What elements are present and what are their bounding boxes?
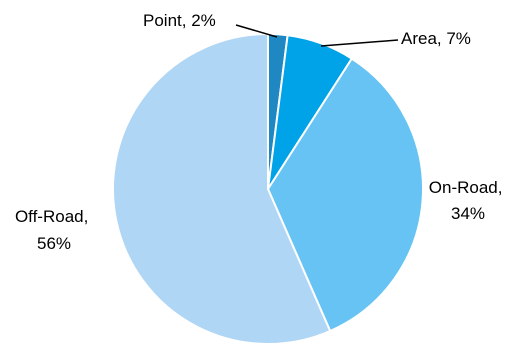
data-labels: Point, 2% Area, 7% On-Road, 34% Off-Road… [15, 11, 507, 253]
pie-slice-on-road [266, 57, 424, 333]
leader-lines [235, 24, 399, 47]
data-label-off-road-line2: 56% [37, 234, 71, 253]
data-label-on-road-line2: 34% [451, 204, 485, 223]
leader-line-area [320, 39, 399, 47]
data-label-area: Area, 7% [401, 29, 471, 48]
pie-slices [112, 32, 424, 345]
data-label-point: Point, 2% [143, 11, 216, 30]
data-label-off-road-line1: Off-Road, [15, 207, 88, 226]
data-label-on-road: On-Road, 34% [429, 178, 507, 223]
leader-line-point [235, 24, 278, 38]
data-label-off-road: Off-Road, 56% [15, 207, 93, 253]
pie-slice-off-road [112, 32, 332, 345]
data-label-on-road-line1: On-Road, [429, 178, 503, 197]
